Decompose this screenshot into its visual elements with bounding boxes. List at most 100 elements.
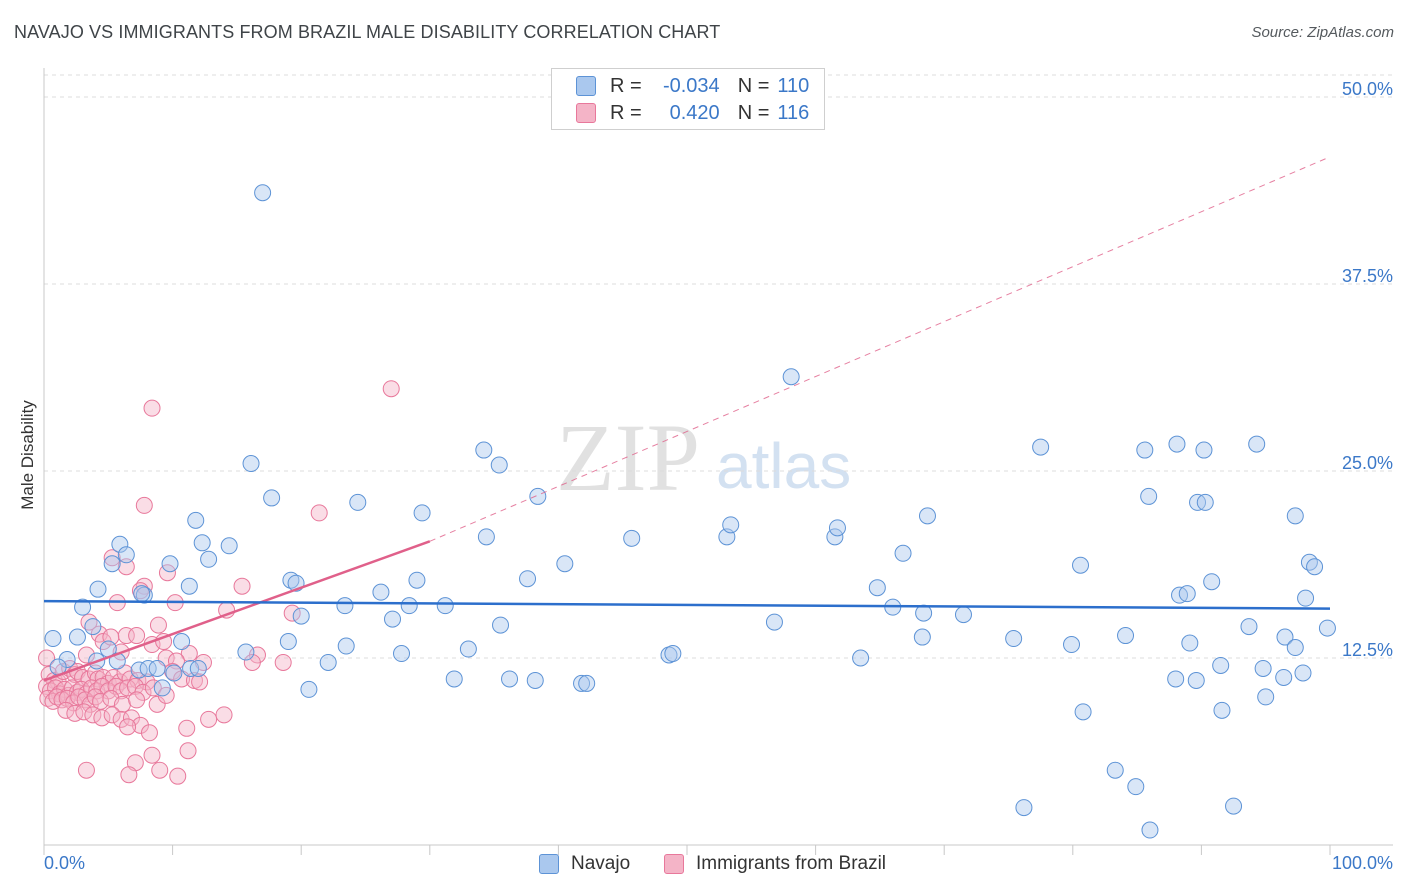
navajo-point [300,680,318,698]
brazil-point [283,604,301,622]
navajo-point [180,577,198,595]
navajo-point [1306,558,1324,576]
legend-r-label: R = [610,101,642,124]
navajo-point [282,571,300,589]
chart-title: NAVAJO VS IMMIGRANTS FROM BRAZIL MALE DI… [14,22,721,42]
legend-row-navajo: R = -0.034 N = 110 [576,74,809,98]
navajo-point [1167,670,1185,688]
brazil-points [38,380,400,785]
brazil-point [151,761,169,779]
brazil-point [103,549,121,567]
legend-r-value: 0.420 [669,101,720,124]
brazil-point [382,380,400,398]
navajo-point [1178,585,1196,603]
navajo-point [1141,821,1159,839]
navajo-point [148,659,166,677]
legend-n-label: N = [737,74,770,97]
navajo-point [292,607,310,625]
navajo-point [1195,441,1213,459]
brazil-point [93,709,111,727]
navajo-point [263,489,281,507]
navajo-point [1181,634,1199,652]
x-tick-label-max: 100.0% [1332,853,1393,873]
legend-n-value: 110 [777,74,810,97]
navajo-point [237,643,255,661]
legend-item-navajo: Navajo [539,851,630,877]
navajo-point [1286,639,1304,657]
navajo-point [200,550,218,568]
navajo-point [526,671,544,689]
navajo-point [529,487,547,505]
brazil-point [38,649,56,667]
navajo-point [1213,701,1231,719]
watermark-atlas: atlas [716,430,851,502]
navajo-legend-swatch [539,854,559,874]
correlation-legend: R = -0.034 N = 110 R = 0.420 N = 116 [551,68,825,130]
navajo-point [139,659,157,677]
legend-r-value: -0.034 [662,74,720,97]
navajo-point [1196,493,1214,511]
navajo-point [894,544,912,562]
navajo-point [68,628,86,646]
navajo-point [1117,627,1135,645]
watermark: ZIP atlas [556,404,851,511]
navajo-point [242,455,260,473]
navajo-point [436,597,454,615]
brazil-point [243,653,261,671]
navajo-point [954,606,972,624]
navajo-point [1300,553,1318,571]
navajo-point [1136,441,1154,459]
navajo-point [133,585,151,603]
navajo-point [868,579,886,597]
navajo-point [475,441,493,459]
brazil-point [120,766,138,784]
navajo-point [501,670,519,688]
navajo-point [477,528,495,546]
brazil-point [215,706,233,724]
navajo-point [89,580,107,598]
navajo-point [1257,688,1275,706]
watermark-zip: ZIP [556,404,700,511]
trend-lines [43,156,1331,682]
navajo-point [193,534,211,552]
navajo-point [1248,435,1266,453]
navajo-point [319,653,337,671]
source-label: Source: ZipAtlas.com [1251,24,1394,41]
navajo-point [1240,618,1258,636]
brazil-point [117,627,135,645]
navajo-point [1203,573,1221,591]
navajo-point [1275,668,1293,686]
navajo-swatch [576,76,596,96]
brazil-point [191,673,209,691]
navajo-point [492,616,510,634]
navajo-point [1318,619,1336,637]
y-tick-label: 12.5% [1342,640,1393,660]
brazil-point [180,645,198,663]
brazil-point [148,695,166,713]
brazil-point [103,706,121,724]
navajo-point [189,659,207,677]
navajo-point [1127,778,1145,796]
navajo-point [84,618,102,636]
brazil-point [178,719,196,737]
legend-r-label: R = [610,74,642,97]
navajo-point [1032,438,1050,456]
navajo-point [349,493,367,511]
navajo-point [1297,589,1315,607]
navajo-point [918,507,936,525]
brazil-trend-extension [429,156,1331,542]
brazil-point [66,704,84,722]
navajo-point [187,511,205,529]
legend-row-brazil: R = 0.420 N = 116 [576,101,809,125]
navajo-point [408,571,426,589]
navajo-point [161,555,179,573]
navajo-trend-line [43,599,1331,610]
navajo-point [623,529,641,547]
navajo-point [459,640,477,658]
brazil-point [128,691,146,709]
navajo-point [117,546,135,564]
brazil-point [179,742,197,760]
navajo-point [1015,799,1033,817]
navajo-point [765,613,783,631]
